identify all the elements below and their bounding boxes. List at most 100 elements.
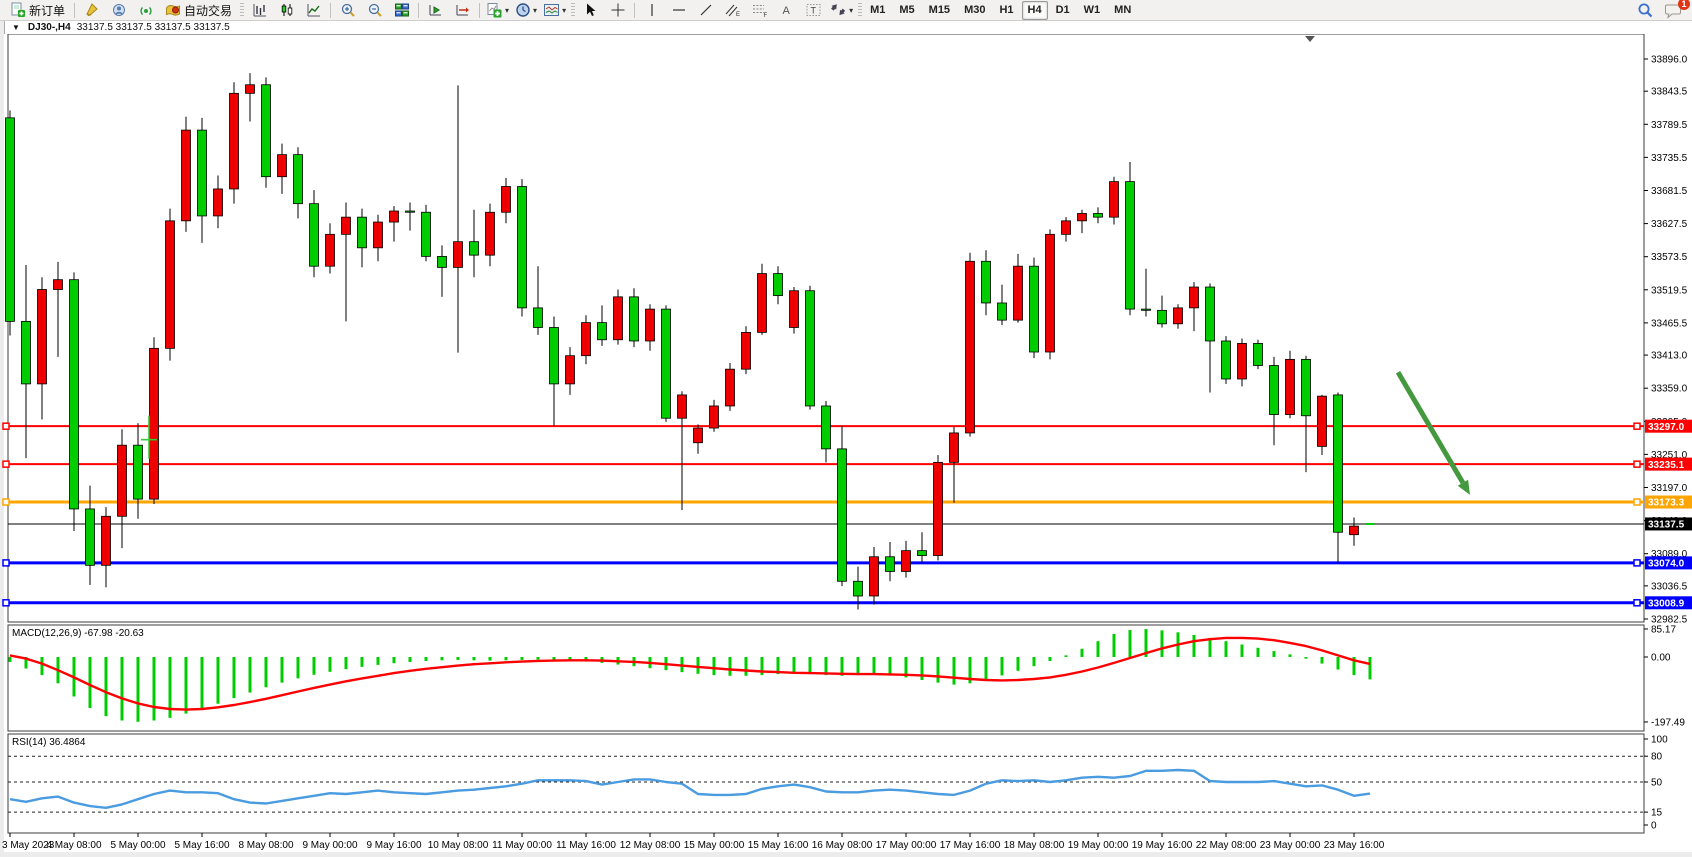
candle-body [469, 241, 479, 256]
crosshair-button[interactable] [604, 0, 631, 21]
candle-body [549, 327, 559, 385]
candle [373, 214, 383, 262]
time-tick-label: 11 May 00:00 [492, 840, 552, 851]
line-chart-button[interactable] [300, 0, 327, 21]
templates-button[interactable]: ▾ [540, 0, 569, 21]
rsi-line [9, 768, 1371, 809]
timeframe-button-h1[interactable]: H1 [999, 4, 1014, 16]
candle [965, 252, 975, 437]
macd-indicator: MACD(12,26,9) -67.98 -20.63 85.17 0.00 -197… [8, 624, 1685, 728]
candle [837, 425, 847, 587]
chart-symbol-period: DJ30-,H4 [27, 22, 71, 33]
timeframe-button-m15[interactable]: M15 [928, 4, 951, 16]
collapse-triangle-icon[interactable]: ▼ [12, 22, 20, 32]
candle-body [533, 307, 543, 328]
candle-body [229, 92, 239, 190]
tile-windows-button[interactable] [388, 0, 415, 21]
timeframe-button-w1[interactable]: W1 [1083, 4, 1101, 16]
dropdown-caret-icon[interactable]: ▾ [849, 5, 854, 15]
rsi-axis-label: 15 [1651, 808, 1663, 819]
vertical-line-button[interactable] [638, 0, 665, 21]
time-tick-label: 19 May 16:00 [1132, 840, 1193, 851]
cursor-button[interactable] [577, 0, 604, 21]
trendline-icon [700, 4, 712, 16]
timeframe-button-mn[interactable]: MN [1114, 4, 1132, 16]
line-handle [1633, 460, 1641, 468]
timeframe-button-m1[interactable]: M1 [870, 4, 886, 16]
candle-body [341, 216, 351, 235]
text-icon: A [783, 5, 791, 17]
arrows-objects-button[interactable]: ▾ [827, 0, 856, 21]
candle [1093, 207, 1103, 224]
candle-body [629, 296, 639, 342]
candle-body [581, 322, 591, 357]
equidistant-channel-button[interactable]: E [719, 0, 746, 21]
periods-button[interactable]: ▾ [512, 0, 540, 21]
notification-badge: 1 [1678, 0, 1690, 10]
candlestick-chart-button[interactable] [273, 0, 300, 21]
candle [1237, 338, 1247, 387]
svg-text:T: T [811, 6, 817, 16]
candle [869, 546, 879, 605]
dropdown-caret-icon[interactable]: ▾ [533, 5, 538, 15]
candle-body [949, 432, 959, 463]
text-label-button[interactable]: T [800, 0, 827, 21]
time-tick-label: 9 May 16:00 [366, 840, 421, 851]
candle-body [293, 154, 303, 205]
candle-body [1269, 365, 1279, 415]
chart-shift-button[interactable] [449, 0, 476, 21]
candle-body [325, 233, 335, 267]
new-order-button[interactable]: 新订单 [4, 0, 71, 21]
publisher-button[interactable] [105, 0, 132, 21]
candle-body [277, 154, 287, 178]
price-tag-box [1645, 596, 1692, 610]
new-chart-button[interactable]: ▾ [483, 0, 512, 21]
styler-button[interactable] [78, 0, 105, 21]
candle-body [21, 320, 31, 385]
candle [725, 363, 735, 411]
price-tag-label: 33173.3 [1648, 498, 1685, 509]
bar-chart-icon [253, 4, 266, 17]
timeframe-button-m5[interactable]: M5 [899, 4, 915, 16]
candle-body [421, 211, 431, 257]
search-button[interactable] [1632, 0, 1659, 21]
candle [357, 208, 367, 268]
candle [21, 264, 31, 459]
notifications-button[interactable]: 1 [1659, 0, 1690, 21]
timeframe-button-m30[interactable]: M30 [964, 4, 986, 16]
auto-scroll-button[interactable] [422, 0, 449, 21]
candle [1253, 339, 1263, 370]
timeframe-button-h4[interactable]: H4 [1021, 0, 1048, 20]
zoom-in-button[interactable] [334, 0, 361, 21]
candle-body [149, 347, 159, 500]
dropdown-caret-icon[interactable]: ▾ [562, 5, 567, 15]
candle-body [789, 290, 799, 328]
horizontal-line-button[interactable] [665, 0, 692, 21]
autotrading-button[interactable]: 自动交易 [159, 0, 238, 21]
text-button[interactable]: A [773, 0, 800, 21]
trend-arrow [1395, 370, 1466, 485]
auto-scroll-icon [429, 5, 442, 16]
timeframe-button-d1[interactable]: D1 [1055, 4, 1070, 16]
fibonacci-button[interactable]: F [746, 0, 773, 21]
signals-button[interactable] [132, 0, 159, 21]
crosshair-icon [611, 3, 625, 17]
candle [1269, 356, 1279, 446]
time-tick-label: 16 May 08:00 [812, 840, 873, 851]
candle-body [805, 290, 815, 407]
rsi-label: RSI(14) 36.4864 [12, 737, 86, 748]
candle-body [245, 84, 255, 94]
new-order-icon [11, 2, 25, 17]
zoom-out-button[interactable] [361, 0, 388, 21]
bar-chart-button[interactable] [246, 0, 273, 21]
macd-label: MACD(12,26,9) -67.98 -20.63 [12, 628, 144, 639]
candle [453, 85, 463, 353]
dropdown-caret-icon[interactable]: ▾ [505, 5, 510, 15]
candle [1045, 229, 1055, 360]
toolbar-separator [74, 2, 76, 18]
trendline-button[interactable] [692, 0, 719, 21]
time-tick-label: 4 May 08:00 [46, 840, 101, 851]
candle [1029, 257, 1039, 359]
